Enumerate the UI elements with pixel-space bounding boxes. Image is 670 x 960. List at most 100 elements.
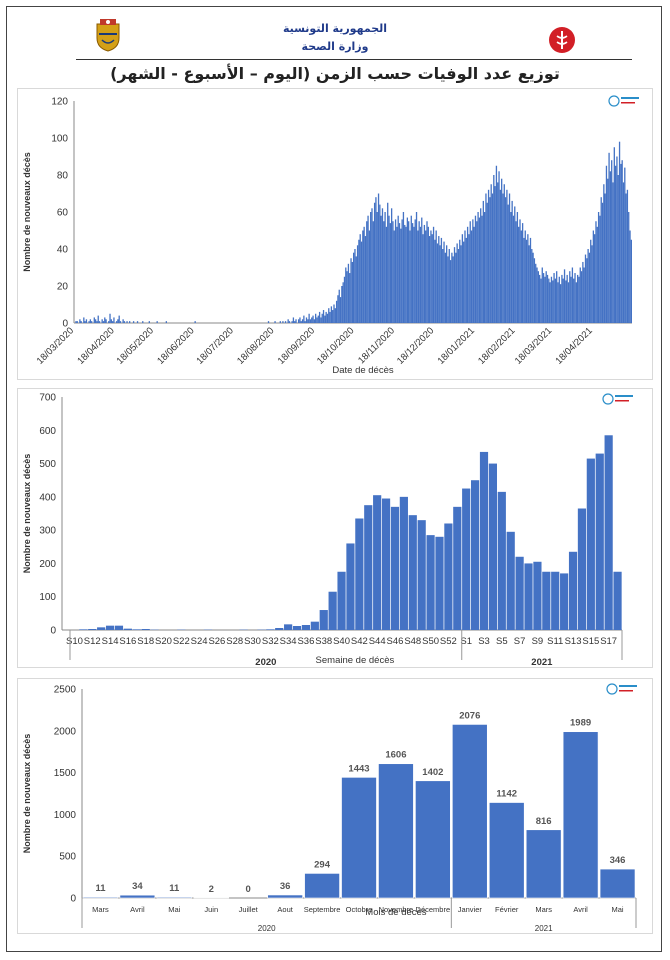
tunisia-emblem-icon: [96, 19, 120, 52]
x-tick-label: 18/04/2020: [75, 325, 116, 366]
daily-bar: [304, 321, 306, 323]
weekly-bar: [319, 610, 328, 630]
daily-bar: [345, 267, 347, 323]
daily-bar: [110, 319, 112, 323]
data-label: 11: [169, 883, 180, 894]
daily-bar: [318, 311, 321, 323]
data-label: 2: [209, 884, 214, 895]
x-tick-label: Janvier: [458, 905, 483, 914]
y-tick-label: 1500: [54, 768, 77, 779]
x-tick-label: S44: [369, 636, 386, 647]
panel-logo-icon: [619, 690, 633, 692]
daily-bar: [301, 319, 304, 323]
daily-bar: [562, 278, 564, 323]
weekly-bar: [132, 629, 141, 630]
weekly-bar: [426, 535, 435, 630]
daily-bar: [392, 221, 394, 323]
monthly-bar: [452, 724, 488, 899]
daily-bar: [504, 197, 507, 323]
daily-bar: [573, 278, 575, 323]
x-tick-label: 18/06/2020: [155, 325, 196, 366]
daily-bar: [566, 274, 568, 323]
daily-bar: [94, 319, 97, 323]
daily-bar: [629, 230, 631, 323]
daily-bar: [489, 197, 491, 323]
daily-bar: [79, 319, 81, 323]
y-axis-title: Nombre de nouveaux décès: [22, 152, 32, 272]
daily-bar: [461, 234, 464, 323]
daily-bar: [129, 321, 131, 323]
monthly-bar: [304, 873, 340, 899]
daily-bar: [578, 276, 580, 323]
daily-bar: [498, 171, 500, 323]
daily-bar: [102, 321, 105, 323]
daily-bar: [624, 167, 626, 323]
daily-bar: [626, 189, 629, 323]
daily-bar: [557, 282, 559, 323]
daily-bar: [371, 208, 373, 323]
x-tick-label: Mai: [168, 905, 180, 914]
daily-bar: [390, 208, 393, 323]
daily-bar: [421, 217, 423, 323]
daily-bar: [111, 321, 114, 323]
x-tick-label: S7: [514, 636, 526, 647]
daily-bar: [294, 321, 296, 323]
daily-bar: [607, 178, 609, 323]
daily-bar: [93, 317, 95, 323]
x-tick-label: 18/08/2020: [235, 325, 276, 366]
panel-logo-icon: [621, 102, 635, 104]
daily-bar: [622, 182, 625, 323]
daily-bar: [350, 258, 352, 323]
daily-bar: [447, 256, 449, 323]
daily-bar: [418, 221, 420, 323]
daily-bar: [389, 223, 391, 323]
x-tick-label: Aout: [277, 905, 293, 914]
x-axis-title: Semaine de décès: [316, 655, 395, 666]
daily-bar: [317, 315, 319, 323]
x-tick-label: 18/03/2020: [35, 325, 76, 366]
daily-bar: [432, 226, 435, 323]
daily-bar: [546, 274, 549, 323]
daily-bar: [469, 221, 471, 323]
x-tick-label: 18/10/2020: [315, 325, 356, 366]
daily-bar: [582, 261, 584, 323]
daily-bar: [494, 186, 496, 323]
x-tick-label: Septembre: [304, 905, 341, 914]
daily-bar: [113, 317, 115, 323]
x-tick-label: S52: [440, 636, 457, 647]
daily-bar: [422, 234, 424, 323]
daily-bar: [499, 189, 502, 323]
y-tick-label: 2000: [54, 726, 77, 737]
daily-bar: [284, 321, 287, 323]
x-tick-label: 18/02/2021: [476, 325, 517, 366]
daily-bar: [487, 189, 490, 323]
daily-bar: [597, 212, 600, 323]
daily-bar: [497, 182, 499, 323]
daily-bar: [339, 297, 342, 323]
daily-bar: [325, 311, 327, 323]
daily-bar: [282, 321, 284, 323]
weekly-bar: [577, 508, 587, 630]
weekly-bar: [114, 625, 124, 630]
monthly-bar: [488, 802, 525, 899]
x-tick-label: S42: [351, 636, 368, 647]
y-tick-label: 20: [57, 282, 69, 293]
daily-bar: [136, 321, 139, 323]
daily-bar: [446, 245, 448, 323]
daily-bar: [379, 204, 381, 323]
x-tick-label: S28: [226, 636, 243, 647]
page-frame: [6, 6, 662, 952]
data-label: 1989: [570, 718, 591, 729]
daily-bar: [569, 271, 571, 323]
daily-bar: [342, 282, 344, 323]
daily-bar: [442, 249, 444, 323]
daily-bar: [355, 256, 357, 323]
daily-bar: [459, 239, 461, 323]
x-axis-title: Mois de décès: [365, 907, 427, 918]
daily-bar: [303, 315, 305, 323]
daily-bar: [576, 274, 579, 323]
x-tick-label: 18/09/2020: [276, 325, 317, 366]
y-tick-label: 100: [51, 134, 68, 145]
daily-bar: [628, 212, 630, 323]
daily-bar: [519, 219, 521, 323]
